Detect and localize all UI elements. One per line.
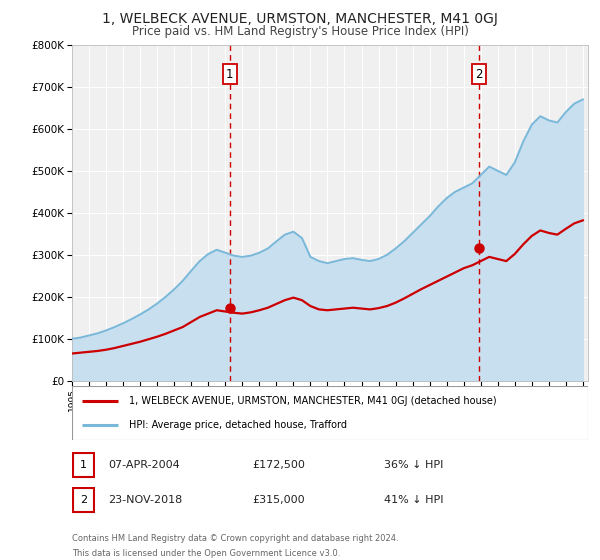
Text: 23-NOV-2018: 23-NOV-2018: [108, 495, 182, 505]
Text: 36% ↓ HPI: 36% ↓ HPI: [384, 460, 443, 470]
Text: Contains HM Land Registry data © Crown copyright and database right 2024.: Contains HM Land Registry data © Crown c…: [72, 534, 398, 543]
Text: HPI: Average price, detached house, Trafford: HPI: Average price, detached house, Traf…: [129, 419, 347, 430]
Text: 1, WELBECK AVENUE, URMSTON, MANCHESTER, M41 0GJ (detached house): 1, WELBECK AVENUE, URMSTON, MANCHESTER, …: [129, 396, 496, 407]
Text: Price paid vs. HM Land Registry's House Price Index (HPI): Price paid vs. HM Land Registry's House …: [131, 25, 469, 38]
Text: 2: 2: [475, 68, 483, 81]
Text: 1: 1: [226, 68, 233, 81]
Text: 41% ↓ HPI: 41% ↓ HPI: [384, 495, 443, 505]
Text: This data is licensed under the Open Government Licence v3.0.: This data is licensed under the Open Gov…: [72, 549, 340, 558]
Text: 1: 1: [80, 460, 87, 470]
Text: £172,500: £172,500: [252, 460, 305, 470]
Text: £315,000: £315,000: [252, 495, 305, 505]
Text: 1, WELBECK AVENUE, URMSTON, MANCHESTER, M41 0GJ: 1, WELBECK AVENUE, URMSTON, MANCHESTER, …: [102, 12, 498, 26]
Text: 07-APR-2004: 07-APR-2004: [108, 460, 180, 470]
Text: 2: 2: [80, 495, 87, 505]
